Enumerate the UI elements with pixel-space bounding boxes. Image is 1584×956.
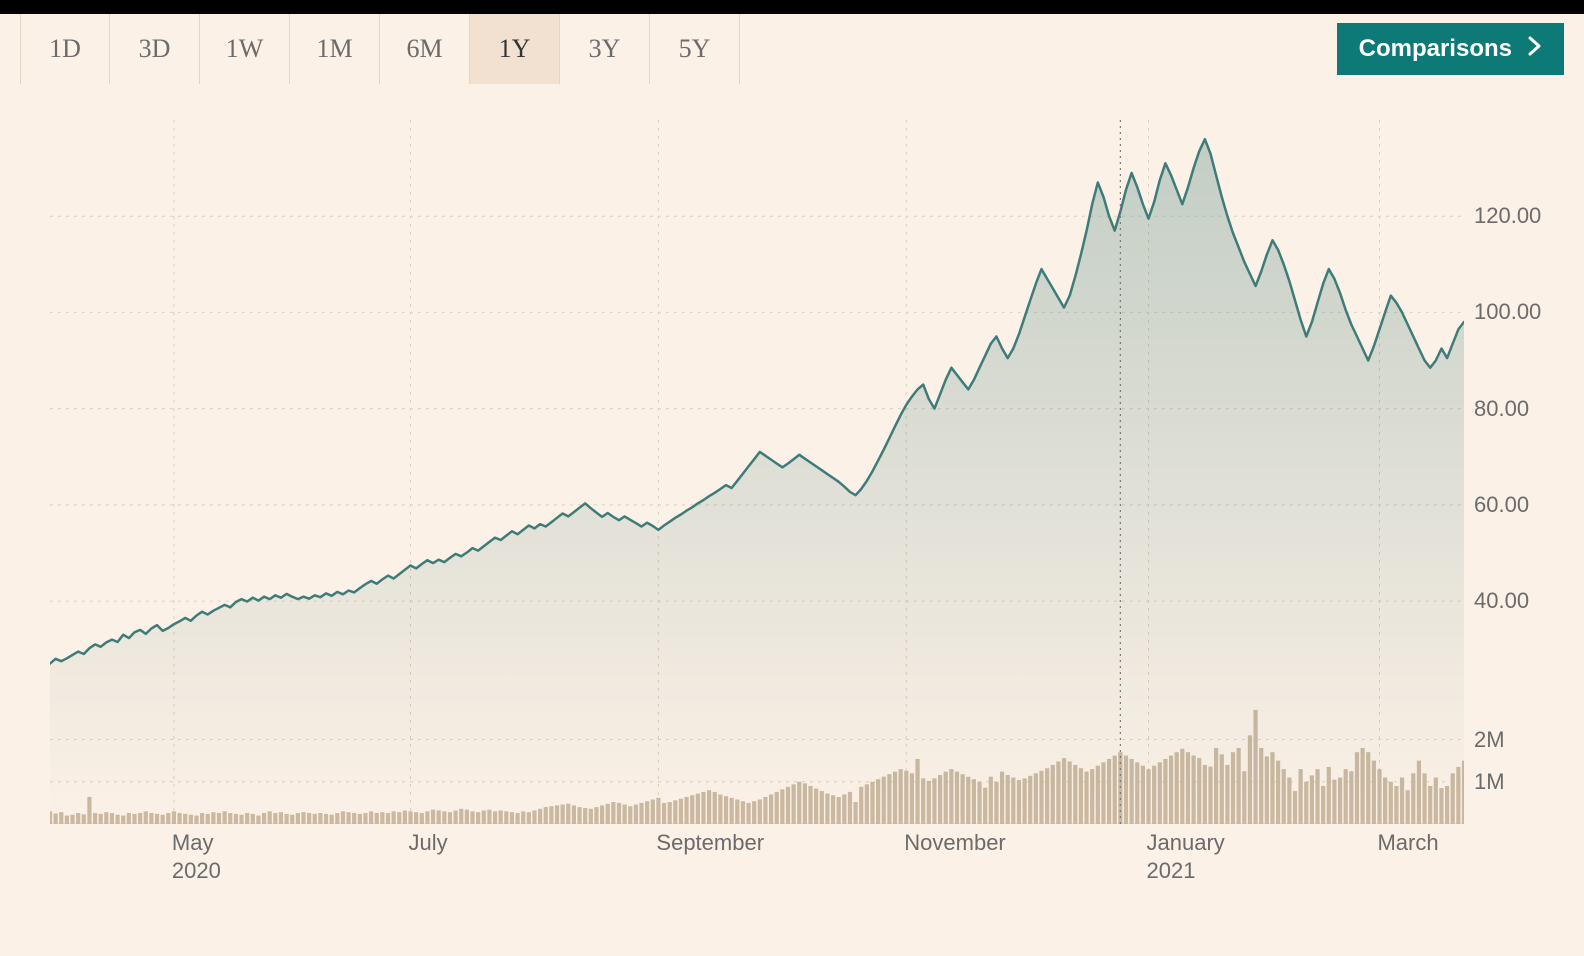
range-tab-3d[interactable]: 3D xyxy=(110,14,200,84)
price-chart[interactable]: 40.0060.0080.00100.00120.00 1M2M May2020… xyxy=(0,84,1584,904)
x-tick: November xyxy=(904,830,1005,856)
range-tab-1y[interactable]: 1Y xyxy=(470,14,560,84)
x-axis-labels: May2020 July September November January2021 M… xyxy=(50,830,1464,890)
range-tab-1m[interactable]: 1M xyxy=(290,14,380,84)
range-tab-5y[interactable]: 5Y xyxy=(650,14,740,84)
range-tab-6m[interactable]: 6M xyxy=(380,14,470,84)
y-volume-tick: 2M xyxy=(1474,727,1505,753)
range-tab-3y[interactable]: 3Y xyxy=(560,14,650,84)
comparisons-label: Comparisons xyxy=(1359,35,1512,63)
page-top-bar xyxy=(0,0,1584,14)
x-tick: May2020 xyxy=(172,830,221,884)
range-tab-1w[interactable]: 1W xyxy=(200,14,290,84)
chart-overlay xyxy=(50,120,1464,824)
range-tabs: 1D3D1W1M6M1Y3Y5Y xyxy=(0,14,740,84)
comparisons-button[interactable]: Comparisons xyxy=(1337,23,1564,75)
x-tick: July xyxy=(409,830,448,856)
toolbar-spacer xyxy=(740,14,1337,84)
x-tick: March xyxy=(1377,830,1438,856)
x-tick: January2021 xyxy=(1147,830,1225,884)
chevron-right-icon xyxy=(1528,36,1542,62)
y-volume-tick: 1M xyxy=(1474,769,1505,795)
x-tick: September xyxy=(656,830,764,856)
chart-toolbar: 1D3D1W1M6M1Y3Y5Y Comparisons xyxy=(0,14,1584,84)
range-tab-1d[interactable]: 1D xyxy=(20,14,110,84)
y-axis-volume-labels: 1M 2M xyxy=(1474,120,1574,824)
